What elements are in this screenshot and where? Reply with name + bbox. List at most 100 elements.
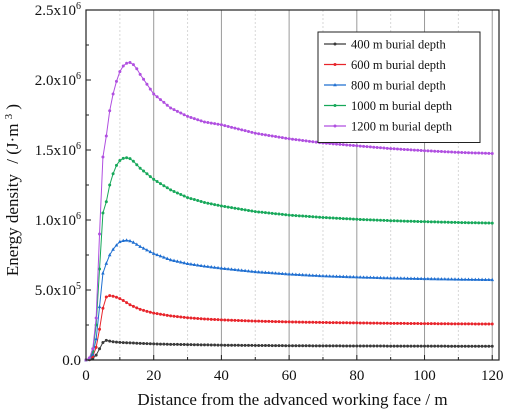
data-point bbox=[125, 301, 129, 305]
data-point bbox=[470, 344, 474, 348]
data-point bbox=[419, 148, 423, 152]
data-point bbox=[138, 341, 142, 345]
data-point bbox=[453, 322, 457, 326]
data-point bbox=[351, 275, 356, 279]
data-point bbox=[277, 320, 281, 324]
data-point bbox=[199, 343, 203, 347]
data-point bbox=[270, 344, 274, 348]
data-point bbox=[233, 343, 237, 347]
data-point bbox=[114, 295, 118, 299]
data-point bbox=[450, 322, 454, 326]
data-point bbox=[415, 276, 420, 280]
data-point bbox=[91, 357, 95, 361]
data-point bbox=[118, 159, 122, 162]
data-point bbox=[466, 277, 471, 281]
data-point bbox=[409, 321, 413, 325]
data-point bbox=[148, 310, 152, 314]
data-point bbox=[375, 321, 379, 325]
data-point bbox=[297, 344, 301, 348]
data-point bbox=[125, 61, 129, 65]
data-point bbox=[443, 322, 447, 326]
data-point bbox=[219, 343, 223, 347]
data-point bbox=[463, 322, 467, 326]
data-point bbox=[372, 145, 376, 149]
data-point bbox=[233, 267, 237, 271]
data-point bbox=[94, 337, 98, 341]
data-point bbox=[429, 149, 433, 153]
data-point bbox=[246, 208, 250, 212]
data-point bbox=[345, 217, 349, 221]
data-point bbox=[287, 344, 291, 348]
data-point bbox=[341, 217, 345, 221]
data-point bbox=[111, 172, 115, 176]
data-point bbox=[94, 316, 98, 320]
data-point bbox=[304, 139, 308, 143]
data-point bbox=[331, 142, 335, 146]
data-point bbox=[250, 209, 254, 213]
data-point bbox=[121, 156, 125, 160]
data-point bbox=[406, 219, 410, 223]
data-point bbox=[385, 219, 389, 223]
data-point bbox=[433, 322, 437, 326]
data-point bbox=[333, 63, 337, 66]
data-point bbox=[426, 322, 430, 326]
series-2 bbox=[84, 294, 494, 362]
data-point bbox=[327, 274, 332, 278]
data-point bbox=[195, 263, 200, 267]
data-point bbox=[463, 151, 467, 155]
data-point bbox=[439, 150, 443, 154]
data-point bbox=[229, 267, 234, 271]
data-point bbox=[253, 210, 257, 214]
data-point bbox=[257, 343, 261, 347]
data-point bbox=[246, 269, 251, 273]
data-point bbox=[436, 344, 440, 348]
data-point bbox=[378, 275, 383, 280]
data-point bbox=[240, 343, 244, 347]
data-point bbox=[230, 343, 234, 347]
data-point bbox=[450, 150, 454, 154]
y-tick-label: 0.0 bbox=[62, 353, 81, 369]
data-point bbox=[239, 268, 244, 272]
data-point bbox=[104, 295, 108, 299]
data-point bbox=[402, 276, 407, 280]
data-point bbox=[152, 342, 156, 346]
data-point bbox=[439, 277, 444, 281]
data-point bbox=[240, 128, 244, 132]
data-point bbox=[419, 220, 423, 224]
data-point bbox=[202, 120, 206, 124]
data-point bbox=[365, 344, 369, 348]
data-point bbox=[358, 321, 362, 325]
data-point bbox=[260, 343, 264, 347]
data-point bbox=[104, 338, 108, 342]
data-point bbox=[453, 220, 457, 224]
data-point bbox=[91, 347, 95, 351]
data-point bbox=[131, 159, 135, 163]
data-point bbox=[419, 344, 423, 348]
data-point bbox=[125, 341, 129, 345]
data-point bbox=[260, 132, 264, 136]
data-point bbox=[402, 321, 406, 325]
x-tick-label: 100 bbox=[413, 368, 436, 384]
data-point bbox=[280, 271, 285, 276]
data-point bbox=[158, 254, 163, 258]
data-point bbox=[368, 145, 372, 149]
data-point bbox=[253, 131, 257, 135]
data-point bbox=[406, 344, 410, 348]
data-point bbox=[480, 344, 484, 348]
data-point bbox=[483, 277, 488, 281]
data-point bbox=[236, 318, 240, 322]
data-point bbox=[399, 276, 403, 280]
data-point bbox=[473, 221, 477, 225]
data-point bbox=[87, 356, 91, 360]
data-point bbox=[290, 272, 295, 276]
data-point bbox=[165, 342, 169, 346]
data-point bbox=[333, 124, 337, 128]
data-point bbox=[260, 270, 264, 274]
legend-box bbox=[317, 31, 481, 143]
data-point bbox=[362, 144, 366, 148]
data-point bbox=[463, 277, 467, 281]
data-point bbox=[477, 221, 481, 225]
data-point bbox=[318, 215, 322, 219]
data-point bbox=[98, 347, 102, 351]
data-point bbox=[470, 322, 474, 326]
